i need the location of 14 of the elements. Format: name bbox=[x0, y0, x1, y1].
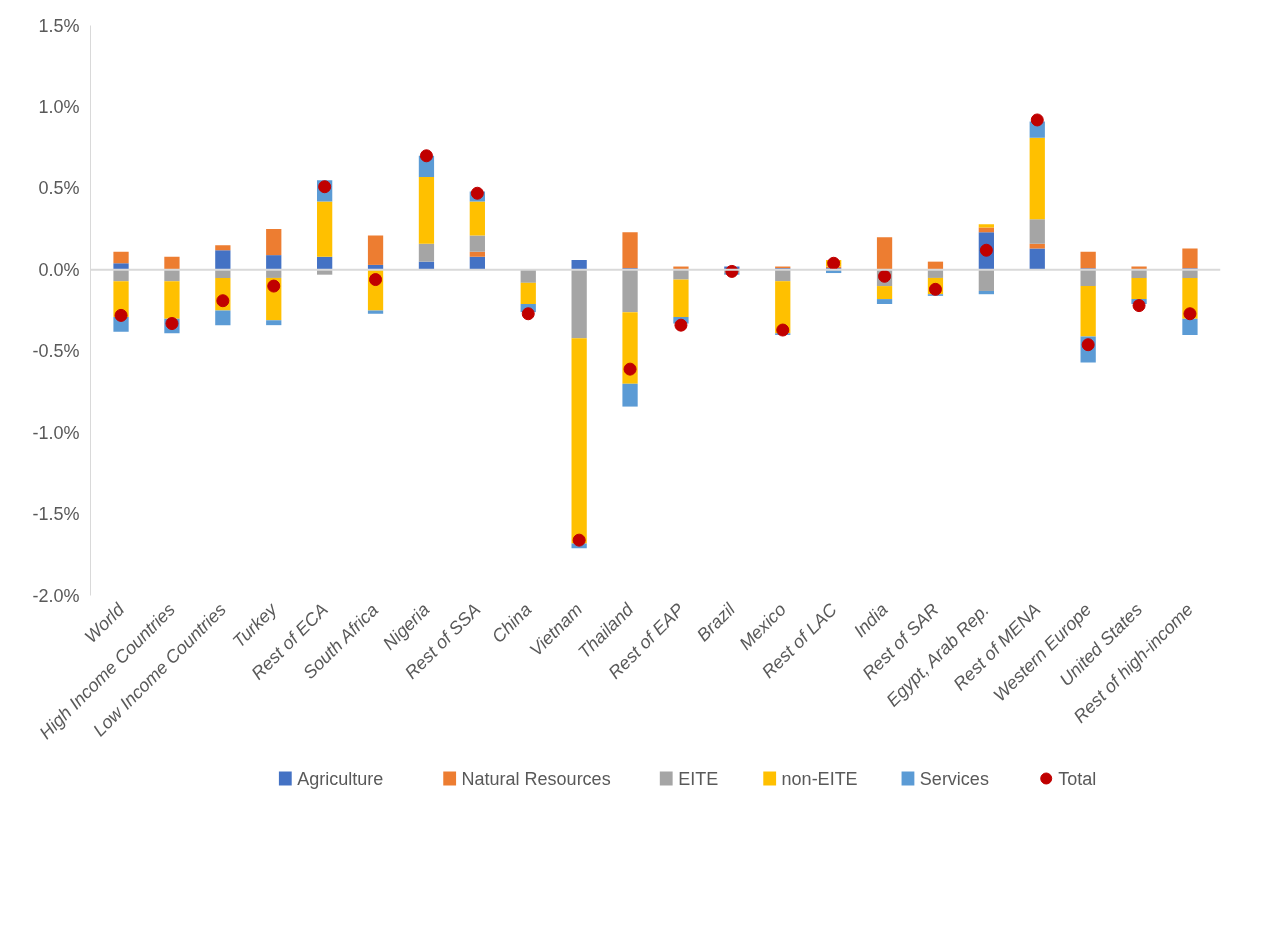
legend-label: Agriculture bbox=[297, 768, 384, 789]
y-tick-label: -0.5% bbox=[32, 341, 80, 362]
y-tick-label: 1.0% bbox=[38, 96, 80, 117]
y-tick-label: -1.0% bbox=[32, 422, 80, 443]
y-tick-label: -2.0% bbox=[32, 585, 80, 606]
y-tick-label: 0.0% bbox=[38, 259, 80, 280]
legend-label: Natural Resources bbox=[461, 768, 611, 789]
y-tick-label: 1.5% bbox=[38, 15, 80, 36]
legend-label: non-EITE bbox=[781, 768, 858, 789]
y-tick-label: 0.5% bbox=[38, 178, 80, 199]
legend-label: Services bbox=[919, 768, 989, 789]
legend-label: Total bbox=[1058, 768, 1097, 789]
y-tick-label: -1.5% bbox=[32, 504, 80, 525]
legend-label: EITE bbox=[678, 768, 719, 789]
